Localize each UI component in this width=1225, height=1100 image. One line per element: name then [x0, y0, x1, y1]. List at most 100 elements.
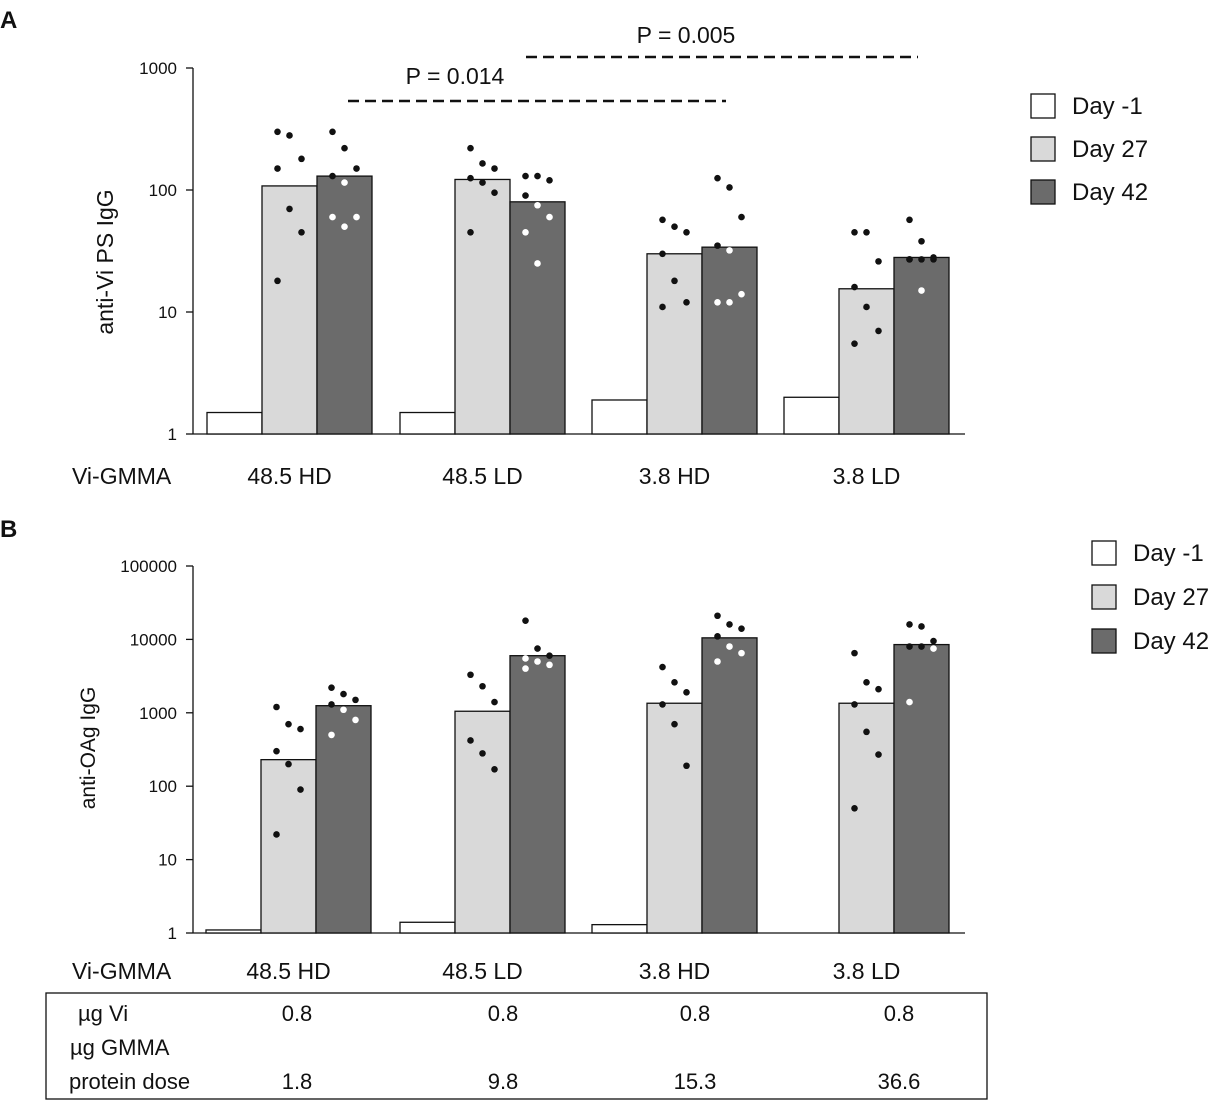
- data-point: [522, 229, 529, 236]
- data-point: [671, 679, 678, 686]
- data-point: [340, 690, 347, 698]
- data-point: [534, 172, 541, 180]
- data-point: [274, 128, 281, 136]
- legend-label: Day -1: [1072, 93, 1143, 120]
- data-point: [726, 299, 733, 306]
- data-point: [683, 689, 690, 696]
- data-point: [298, 155, 305, 163]
- panel-a-label: A: [0, 7, 17, 34]
- data-point: [863, 229, 870, 236]
- data-point: [906, 621, 913, 628]
- data-point: [738, 625, 745, 632]
- data-point: [906, 256, 913, 263]
- data-point: [906, 643, 913, 650]
- y-tick-label: 1: [168, 425, 177, 444]
- data-point: [659, 663, 666, 671]
- dose-protein-value: 1.8: [282, 1069, 313, 1094]
- data-point: [329, 128, 336, 136]
- data-point: [906, 698, 913, 706]
- data-point: [329, 172, 336, 180]
- dose-row-label-vi: µg Vi: [78, 1001, 128, 1026]
- panel-b-ylabel: anti-OAg IgG: [77, 687, 100, 810]
- y-tick-label: 100000: [120, 557, 177, 576]
- bar-day42: [893, 256, 950, 435]
- data-point: [726, 643, 733, 650]
- dose-vi-value: 0.8: [488, 1001, 519, 1026]
- bar-dayminus1: [206, 411, 263, 435]
- bar-dayminus1: [591, 399, 648, 435]
- bar-day42: [701, 246, 758, 435]
- bar-day42: [316, 175, 373, 435]
- bar-day27: [838, 702, 895, 934]
- data-point: [297, 725, 304, 733]
- data-point: [467, 174, 474, 182]
- data-point: [353, 213, 360, 221]
- dose-vi-value: 0.8: [884, 1001, 915, 1026]
- data-point: [918, 623, 925, 630]
- data-point: [352, 716, 359, 724]
- panel-a-xlabel: Vi-GMMA: [72, 463, 172, 489]
- data-point: [671, 223, 678, 231]
- data-point: [479, 750, 486, 757]
- data-point: [851, 701, 858, 708]
- legend-label: Day -1: [1133, 540, 1204, 567]
- data-point: [467, 229, 474, 236]
- data-point: [930, 645, 937, 652]
- category-label: 3.8 LD: [833, 958, 901, 984]
- data-point: [714, 612, 721, 620]
- data-point: [726, 247, 733, 254]
- pvalue-label-1: P = 0.014: [406, 63, 505, 89]
- data-point: [491, 765, 498, 773]
- bar-day27: [454, 710, 511, 934]
- data-point: [534, 645, 541, 652]
- data-point: [353, 165, 360, 172]
- data-point: [851, 283, 858, 291]
- y-tick-label: 10000: [130, 630, 177, 649]
- legend-label: Day 27: [1072, 136, 1148, 163]
- data-point: [906, 216, 913, 224]
- data-point: [328, 684, 335, 691]
- data-point: [930, 637, 937, 645]
- bar-dayminus1: [399, 921, 456, 934]
- category-label: 3.8 HD: [639, 463, 711, 489]
- data-point: [341, 223, 348, 231]
- dose-vi-value: 0.8: [282, 1001, 313, 1026]
- data-point: [714, 658, 721, 665]
- data-point: [491, 165, 498, 172]
- dose-protein-value: 15.3: [674, 1069, 717, 1094]
- data-point: [285, 720, 292, 728]
- data-point: [851, 340, 858, 347]
- y-tick-label: 1: [168, 924, 177, 943]
- data-point: [738, 649, 745, 657]
- data-point: [546, 652, 553, 659]
- data-point: [479, 179, 486, 186]
- data-point: [491, 189, 498, 197]
- legend-swatch: [1091, 584, 1117, 610]
- dose-protein-value: 36.6: [878, 1069, 921, 1094]
- y-tick-label: 1000: [139, 59, 177, 78]
- data-point: [546, 213, 553, 221]
- dose-table: µg Vi µg GMMA protein dose 0.8 0.8 0.8 0…: [45, 992, 988, 1100]
- legend-label: Day 27: [1133, 584, 1209, 611]
- data-point: [683, 229, 690, 236]
- data-point: [851, 229, 858, 236]
- bar-day42: [701, 637, 758, 934]
- data-point: [659, 216, 666, 224]
- y-tick-label: 10: [158, 303, 177, 322]
- data-point: [479, 682, 486, 690]
- data-point: [522, 192, 529, 199]
- bar-day27: [454, 178, 511, 435]
- legend-swatch: [1091, 628, 1117, 654]
- category-label: 3.8 LD: [833, 463, 901, 489]
- data-point: [918, 287, 925, 294]
- data-point: [274, 165, 281, 172]
- data-point: [352, 696, 359, 704]
- category-label: 48.5 LD: [442, 958, 523, 984]
- data-point: [297, 786, 304, 793]
- bar-day42: [315, 705, 372, 934]
- data-point: [714, 174, 721, 182]
- bar-dayminus1: [591, 923, 648, 934]
- data-point: [659, 250, 666, 258]
- y-tick-label: 10: [158, 851, 177, 870]
- data-point: [851, 804, 858, 812]
